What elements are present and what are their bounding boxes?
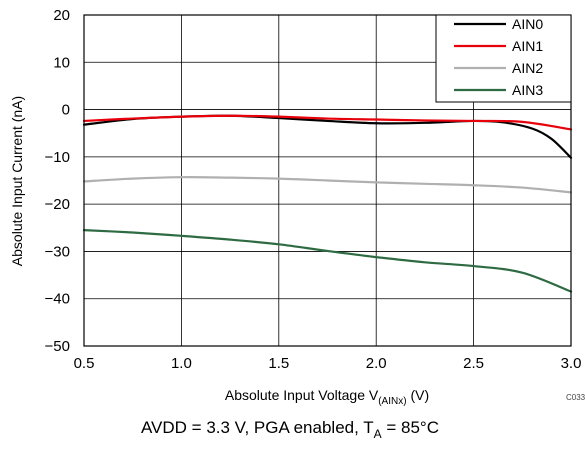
x-axis-label-unit: (V): [407, 387, 430, 403]
caption-sub: A: [374, 427, 382, 441]
series-line-ain2: [82, 176, 573, 194]
x-tick-label: 2.0: [366, 355, 387, 372]
y-tick-labels: 20 10 0 −10 −20 −30 −40 −50: [45, 7, 70, 355]
y-tick-label: −10: [45, 149, 70, 166]
x-tick-labels: 0.5 1.0 1.5 2.0 2.5 3.0: [74, 355, 582, 372]
x-tick-label: 1.0: [171, 355, 192, 372]
x-axis-label: Absolute Input Voltage V(AINx) (V): [225, 387, 429, 407]
legend-label-ain2: AIN2: [512, 60, 543, 76]
x-tick-label: 1.5: [268, 355, 289, 372]
y-axis-label: Absolute Input Current (nA): [9, 96, 25, 266]
legend-label-ain3: AIN3: [512, 82, 543, 98]
y-tick-label: 10: [53, 54, 70, 71]
caption-suffix: = 85°C: [382, 418, 439, 437]
x-tick-label: 2.5: [463, 355, 484, 372]
x-axis-label-main: Absolute Input Voltage V: [225, 387, 379, 403]
caption: AVDD = 3.3 V, PGA enabled, TA = 85°C: [141, 418, 439, 441]
x-tick-label: 3.0: [561, 355, 582, 372]
y-tick-label: 20: [53, 7, 70, 24]
plot-frame: [83, 14, 572, 347]
legend-label-ain1: AIN1: [512, 38, 543, 54]
series-line-ain1: [82, 114, 573, 131]
x-tick-label: 0.5: [74, 355, 95, 372]
series-lines: [82, 114, 573, 293]
legend-label-ain0: AIN0: [512, 16, 543, 32]
x-axis-label-sub: (AINx): [378, 396, 406, 407]
y-tick-label: −50: [45, 338, 70, 355]
series-line-ain3: [82, 229, 573, 293]
legend-box: [435, 14, 572, 103]
caption-prefix: AVDD = 3.3 V, PGA enabled, T: [141, 418, 374, 437]
figure-code: C033: [566, 393, 585, 402]
y-tick-label: 0: [62, 102, 70, 119]
y-tick-label: −20: [45, 196, 70, 213]
y-tick-label: −30: [45, 243, 70, 260]
y-tick-label: −40: [45, 291, 70, 308]
legend: AIN0 AIN1 AIN2 AIN3: [435, 14, 572, 103]
